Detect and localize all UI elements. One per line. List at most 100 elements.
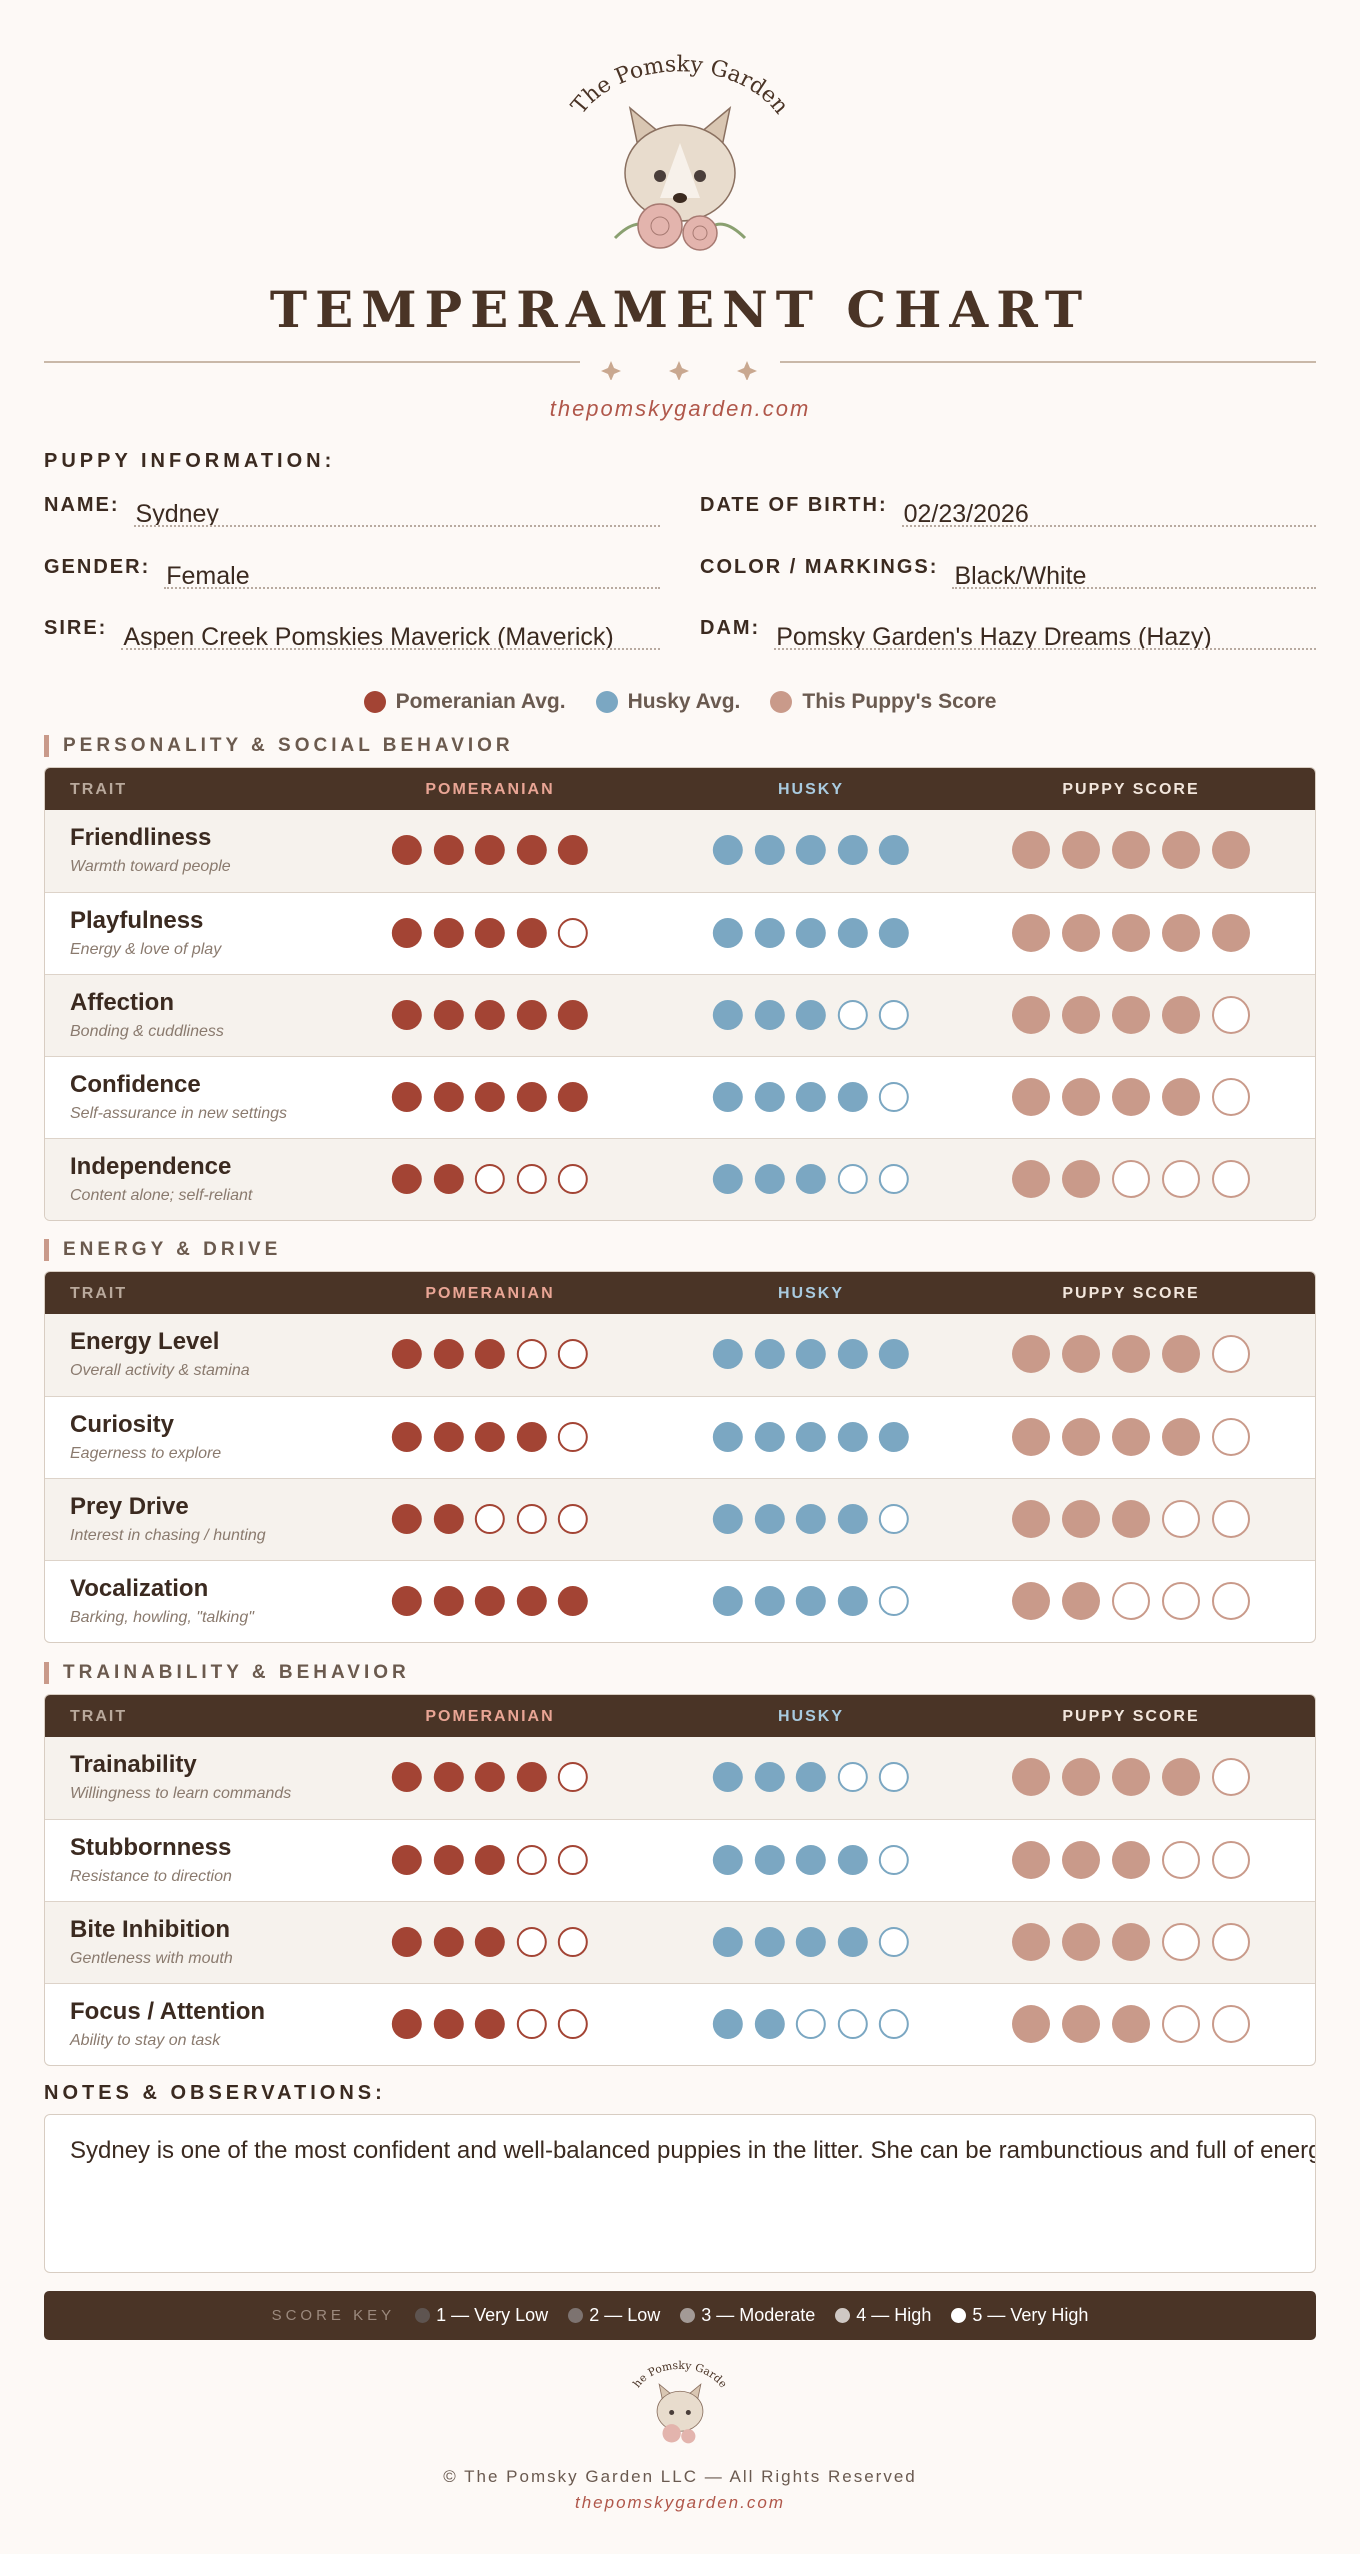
dot-empty: [879, 1164, 910, 1194]
husky-rating: [712, 1314, 910, 1394]
dot-filled: [1012, 1335, 1050, 1373]
score-key-text: 3 — Moderate: [701, 2305, 816, 2325]
legend-item: Husky Avg.: [595, 690, 741, 714]
dot-filled: [391, 1762, 422, 1792]
dot-empty: [1212, 1841, 1250, 1879]
score-key-dot: [835, 2308, 851, 2323]
dot-filled: [712, 1504, 743, 1534]
dot-empty: [475, 1504, 505, 1534]
dot-empty: [879, 1504, 910, 1534]
dot-filled: [712, 835, 743, 865]
dot-filled: [391, 1504, 422, 1534]
dot-filled: [475, 1927, 505, 1957]
dot-empty: [475, 1164, 505, 1194]
dot-filled: [796, 918, 826, 948]
info-field: DATE OF BIRTH: 02/23/2026: [700, 494, 1316, 527]
trait-name: Stubbornness: [70, 1834, 232, 1861]
dot-filled: [754, 1422, 785, 1452]
dot-filled: [1162, 996, 1200, 1034]
section-title: TRAINABILITY & BEHAVIOR: [44, 1662, 410, 1684]
dot-empty: [516, 1339, 547, 1369]
husky-rating: [712, 893, 910, 973]
dot-filled: [1062, 1335, 1100, 1373]
dot-filled: [754, 2009, 785, 2039]
puppy-rating: [1012, 1820, 1250, 1900]
dot-empty: [879, 1845, 910, 1875]
dot-empty: [1212, 1500, 1250, 1538]
dot-filled: [754, 1927, 785, 1957]
dot-filled: [1112, 2005, 1150, 2043]
dot-filled: [796, 1927, 826, 1957]
puppy-rating: [1012, 1479, 1250, 1559]
dot-filled: [837, 1504, 868, 1534]
dot-filled: [1212, 831, 1250, 869]
dot-filled: [1112, 1500, 1150, 1538]
puppy-rating: [1012, 1984, 1250, 2064]
dot-filled: [1012, 914, 1050, 952]
dot-empty: [516, 1164, 547, 1194]
legend-label: Husky Avg.: [627, 690, 741, 713]
dot-filled: [837, 835, 868, 865]
dot-filled: [796, 1164, 826, 1194]
dot-empty: [1212, 1078, 1250, 1116]
dot-filled: [1112, 996, 1150, 1034]
pomeranian-rating: [391, 1057, 589, 1137]
dot-filled: [1212, 914, 1250, 952]
dot-filled: [1012, 1160, 1050, 1198]
husky-rating: [712, 1984, 910, 2064]
dot-filled: [475, 1339, 505, 1369]
dot-filled: [712, 1082, 743, 1112]
footer-website: thepomskygarden.com: [575, 2493, 785, 2512]
pomeranian-rating: [391, 1479, 589, 1559]
pomeranian-rating: [391, 975, 589, 1055]
husky-rating: [712, 1820, 910, 1900]
dot-empty: [1212, 1923, 1250, 1961]
dot-empty: [558, 1845, 589, 1875]
logo: The Pomsky Garden: [567, 52, 793, 251]
column-header: PUPPY SCORE: [1062, 1285, 1200, 1302]
trait-description: Resistance to direction: [70, 1868, 232, 1885]
dot-filled: [712, 1339, 743, 1369]
dot-empty: [1212, 1582, 1250, 1620]
dot-empty: [1112, 1582, 1150, 1620]
dot-filled: [516, 1082, 547, 1112]
trait-name: Confidence: [70, 1071, 201, 1098]
info-value: Pomsky Garden's Hazy Dreams (Hazy): [774, 622, 1316, 650]
info-value: Female: [164, 561, 660, 589]
dot-empty: [796, 2009, 826, 2039]
dot-filled: [1062, 1500, 1100, 1538]
dot-empty: [1162, 1500, 1200, 1538]
dot-filled: [1062, 2005, 1100, 2043]
section-title: ENERGY & DRIVE: [44, 1239, 281, 1261]
dot-empty: [1212, 1418, 1250, 1456]
dot-empty: [1112, 1160, 1150, 1198]
trait-name: Trainability: [70, 1751, 197, 1778]
dot-empty: [558, 918, 589, 948]
dot-filled: [1062, 1582, 1100, 1620]
website: thepomskygarden.com: [549, 396, 811, 421]
info-label: SIRE:: [44, 617, 108, 639]
dot-filled: [1012, 2005, 1050, 2043]
info-value: Black/White: [952, 561, 1316, 589]
dot-filled: [837, 1586, 868, 1616]
logo-text: The Pomsky Garden: [567, 52, 793, 119]
score-key-item: 3 — Moderate: [680, 2305, 815, 2326]
husky-rating: [712, 1737, 910, 1817]
dot-filled: [796, 1845, 826, 1875]
pomeranian-rating: [391, 1397, 589, 1477]
dot-filled: [433, 1845, 464, 1875]
score-key-dot: [951, 2308, 967, 2323]
husky-rating: [712, 1479, 910, 1559]
info-field: NAME: Sydney: [44, 494, 660, 527]
table-row: Vocalization Barking, howling, "talking": [45, 1560, 1315, 1642]
dot-filled: [1162, 1335, 1200, 1373]
husky-rating: [712, 810, 910, 890]
dot-filled: [1012, 1500, 1050, 1538]
dot-filled: [1012, 831, 1050, 869]
score-key-item: 1 — Very Low: [415, 2305, 548, 2326]
trait-name: Prey Drive: [70, 1493, 189, 1520]
dot-filled: [433, 1586, 464, 1616]
table-row: Prey Drive Interest in chasing / hunting: [45, 1478, 1315, 1560]
dot-filled: [475, 1845, 505, 1875]
